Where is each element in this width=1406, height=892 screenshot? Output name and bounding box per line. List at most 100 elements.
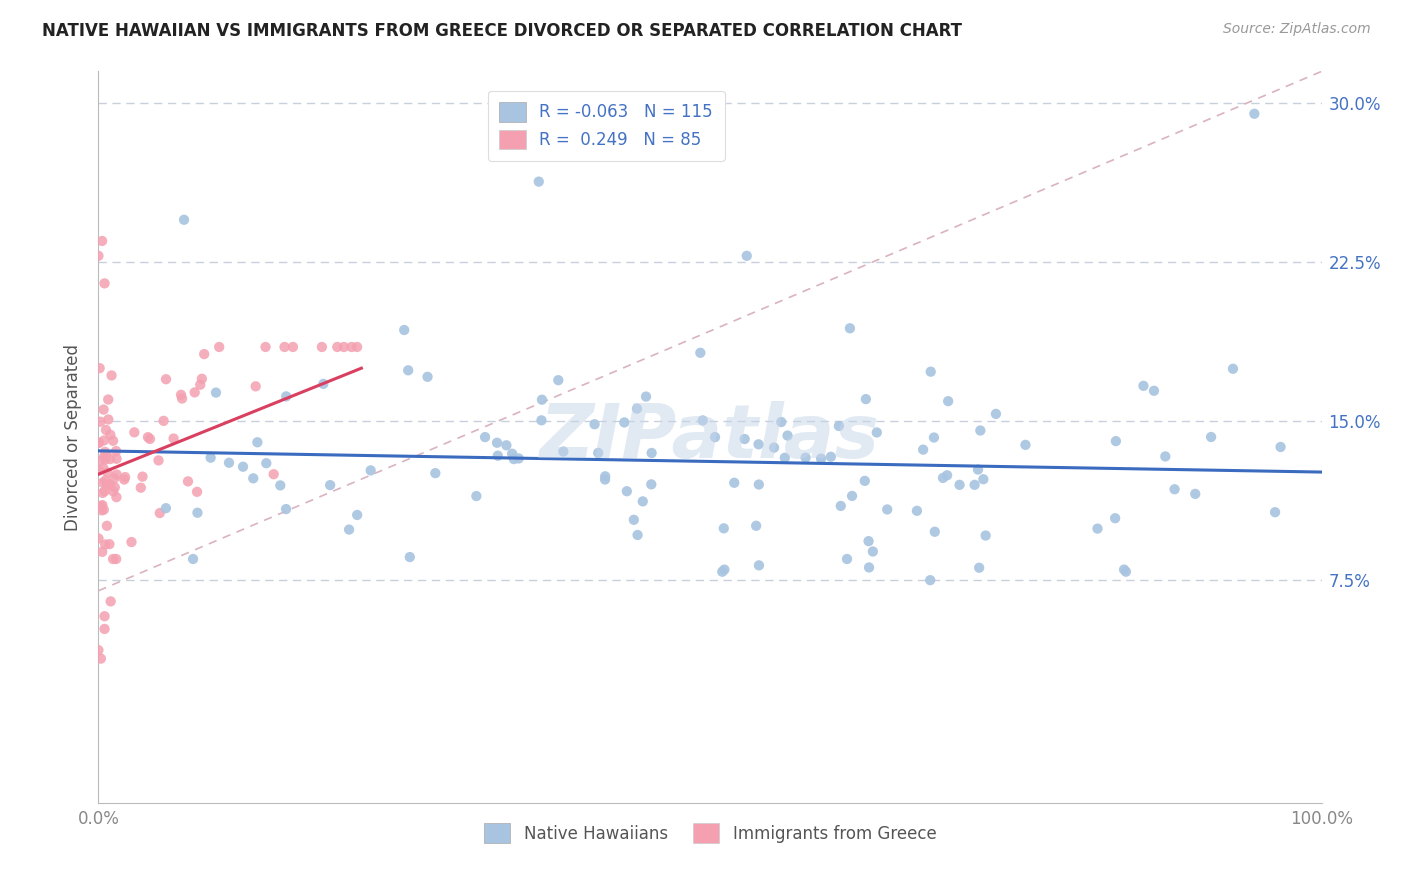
Point: [1154, 450, 1177, 464]
Point: [101, 552, 124, 566]
Point: [360, 463, 382, 477]
Point: [273, 340, 295, 354]
Text: NATIVE HAWAIIAN VS IMMIGRANTS FROM GREECE DIVORCED OR SEPARATED CORRELATION CHAR: NATIVE HAWAIIAN VS IMMIGRANTS FROM GREEC…: [42, 22, 962, 40]
Point: [186, 484, 208, 499]
Point: [948, 478, 970, 492]
Point: [93, 277, 115, 291]
Point: [89, 454, 111, 468]
Point: [553, 444, 575, 458]
Point: [162, 432, 184, 446]
Point: [501, 447, 523, 461]
Point: [416, 369, 439, 384]
Point: [969, 424, 991, 438]
Point: [1104, 511, 1126, 525]
Point: [136, 430, 159, 444]
Point: [922, 430, 945, 444]
Point: [616, 484, 638, 499]
Point: [853, 474, 876, 488]
Point: [820, 450, 842, 464]
Point: [1264, 505, 1286, 519]
Point: [93, 434, 115, 448]
Point: [984, 407, 1007, 421]
Point: [94, 423, 117, 437]
Point: [152, 414, 174, 428]
Point: [1270, 440, 1292, 454]
Point: [828, 419, 851, 434]
Point: [87, 249, 110, 263]
Point: [1199, 430, 1222, 444]
Point: [90, 503, 112, 517]
Point: [876, 502, 898, 516]
Point: [613, 416, 636, 430]
Point: [593, 469, 616, 483]
Point: [830, 499, 852, 513]
Point: [312, 376, 335, 391]
Point: [465, 489, 488, 503]
Point: [181, 552, 204, 566]
Point: [93, 450, 115, 464]
Point: [626, 528, 648, 542]
Point: [640, 446, 662, 460]
Point: [93, 502, 115, 516]
Point: [586, 446, 609, 460]
Point: [89, 464, 111, 478]
Point: [90, 651, 112, 665]
Text: Source: ZipAtlas.com: Source: ZipAtlas.com: [1223, 22, 1371, 37]
Point: [87, 435, 110, 450]
Point: [155, 501, 177, 516]
Point: [89, 415, 111, 429]
Point: [91, 234, 114, 248]
Point: [97, 392, 120, 407]
Y-axis label: Divorced or Separated: Divorced or Separated: [65, 343, 83, 531]
Point: [963, 478, 986, 492]
Point: [530, 392, 553, 407]
Point: [835, 552, 858, 566]
Point: [474, 430, 496, 444]
Point: [103, 471, 125, 485]
Point: [103, 484, 125, 499]
Point: [486, 449, 509, 463]
Point: [245, 379, 267, 393]
Point: [337, 523, 360, 537]
Point: [155, 372, 177, 386]
Point: [634, 390, 657, 404]
Point: [91, 486, 114, 500]
Point: [100, 594, 122, 608]
Point: [98, 537, 121, 551]
Point: [87, 435, 110, 450]
Point: [183, 385, 205, 400]
Point: [170, 388, 193, 402]
Point: [974, 528, 997, 542]
Point: [936, 394, 959, 409]
Point: [502, 452, 524, 467]
Point: [704, 430, 727, 444]
Point: [333, 340, 356, 354]
Point: [734, 432, 756, 446]
Point: [858, 560, 880, 574]
Point: [770, 415, 793, 429]
Point: [1163, 482, 1185, 496]
Point: [346, 340, 368, 354]
Point: [218, 456, 240, 470]
Point: [89, 361, 111, 376]
Point: [583, 417, 606, 432]
Point: [263, 467, 285, 482]
Point: [711, 565, 734, 579]
Point: [101, 434, 124, 448]
Point: [398, 550, 420, 565]
Point: [149, 506, 172, 520]
Point: [131, 469, 153, 483]
Point: [794, 450, 817, 465]
Point: [689, 346, 711, 360]
Point: [121, 535, 143, 549]
Point: [139, 432, 162, 446]
Point: [242, 471, 264, 485]
Point: [129, 481, 152, 495]
Point: [319, 478, 342, 492]
Point: [530, 413, 553, 427]
Point: [246, 435, 269, 450]
Point: [855, 392, 877, 406]
Point: [1184, 487, 1206, 501]
Point: [936, 468, 959, 483]
Point: [91, 498, 114, 512]
